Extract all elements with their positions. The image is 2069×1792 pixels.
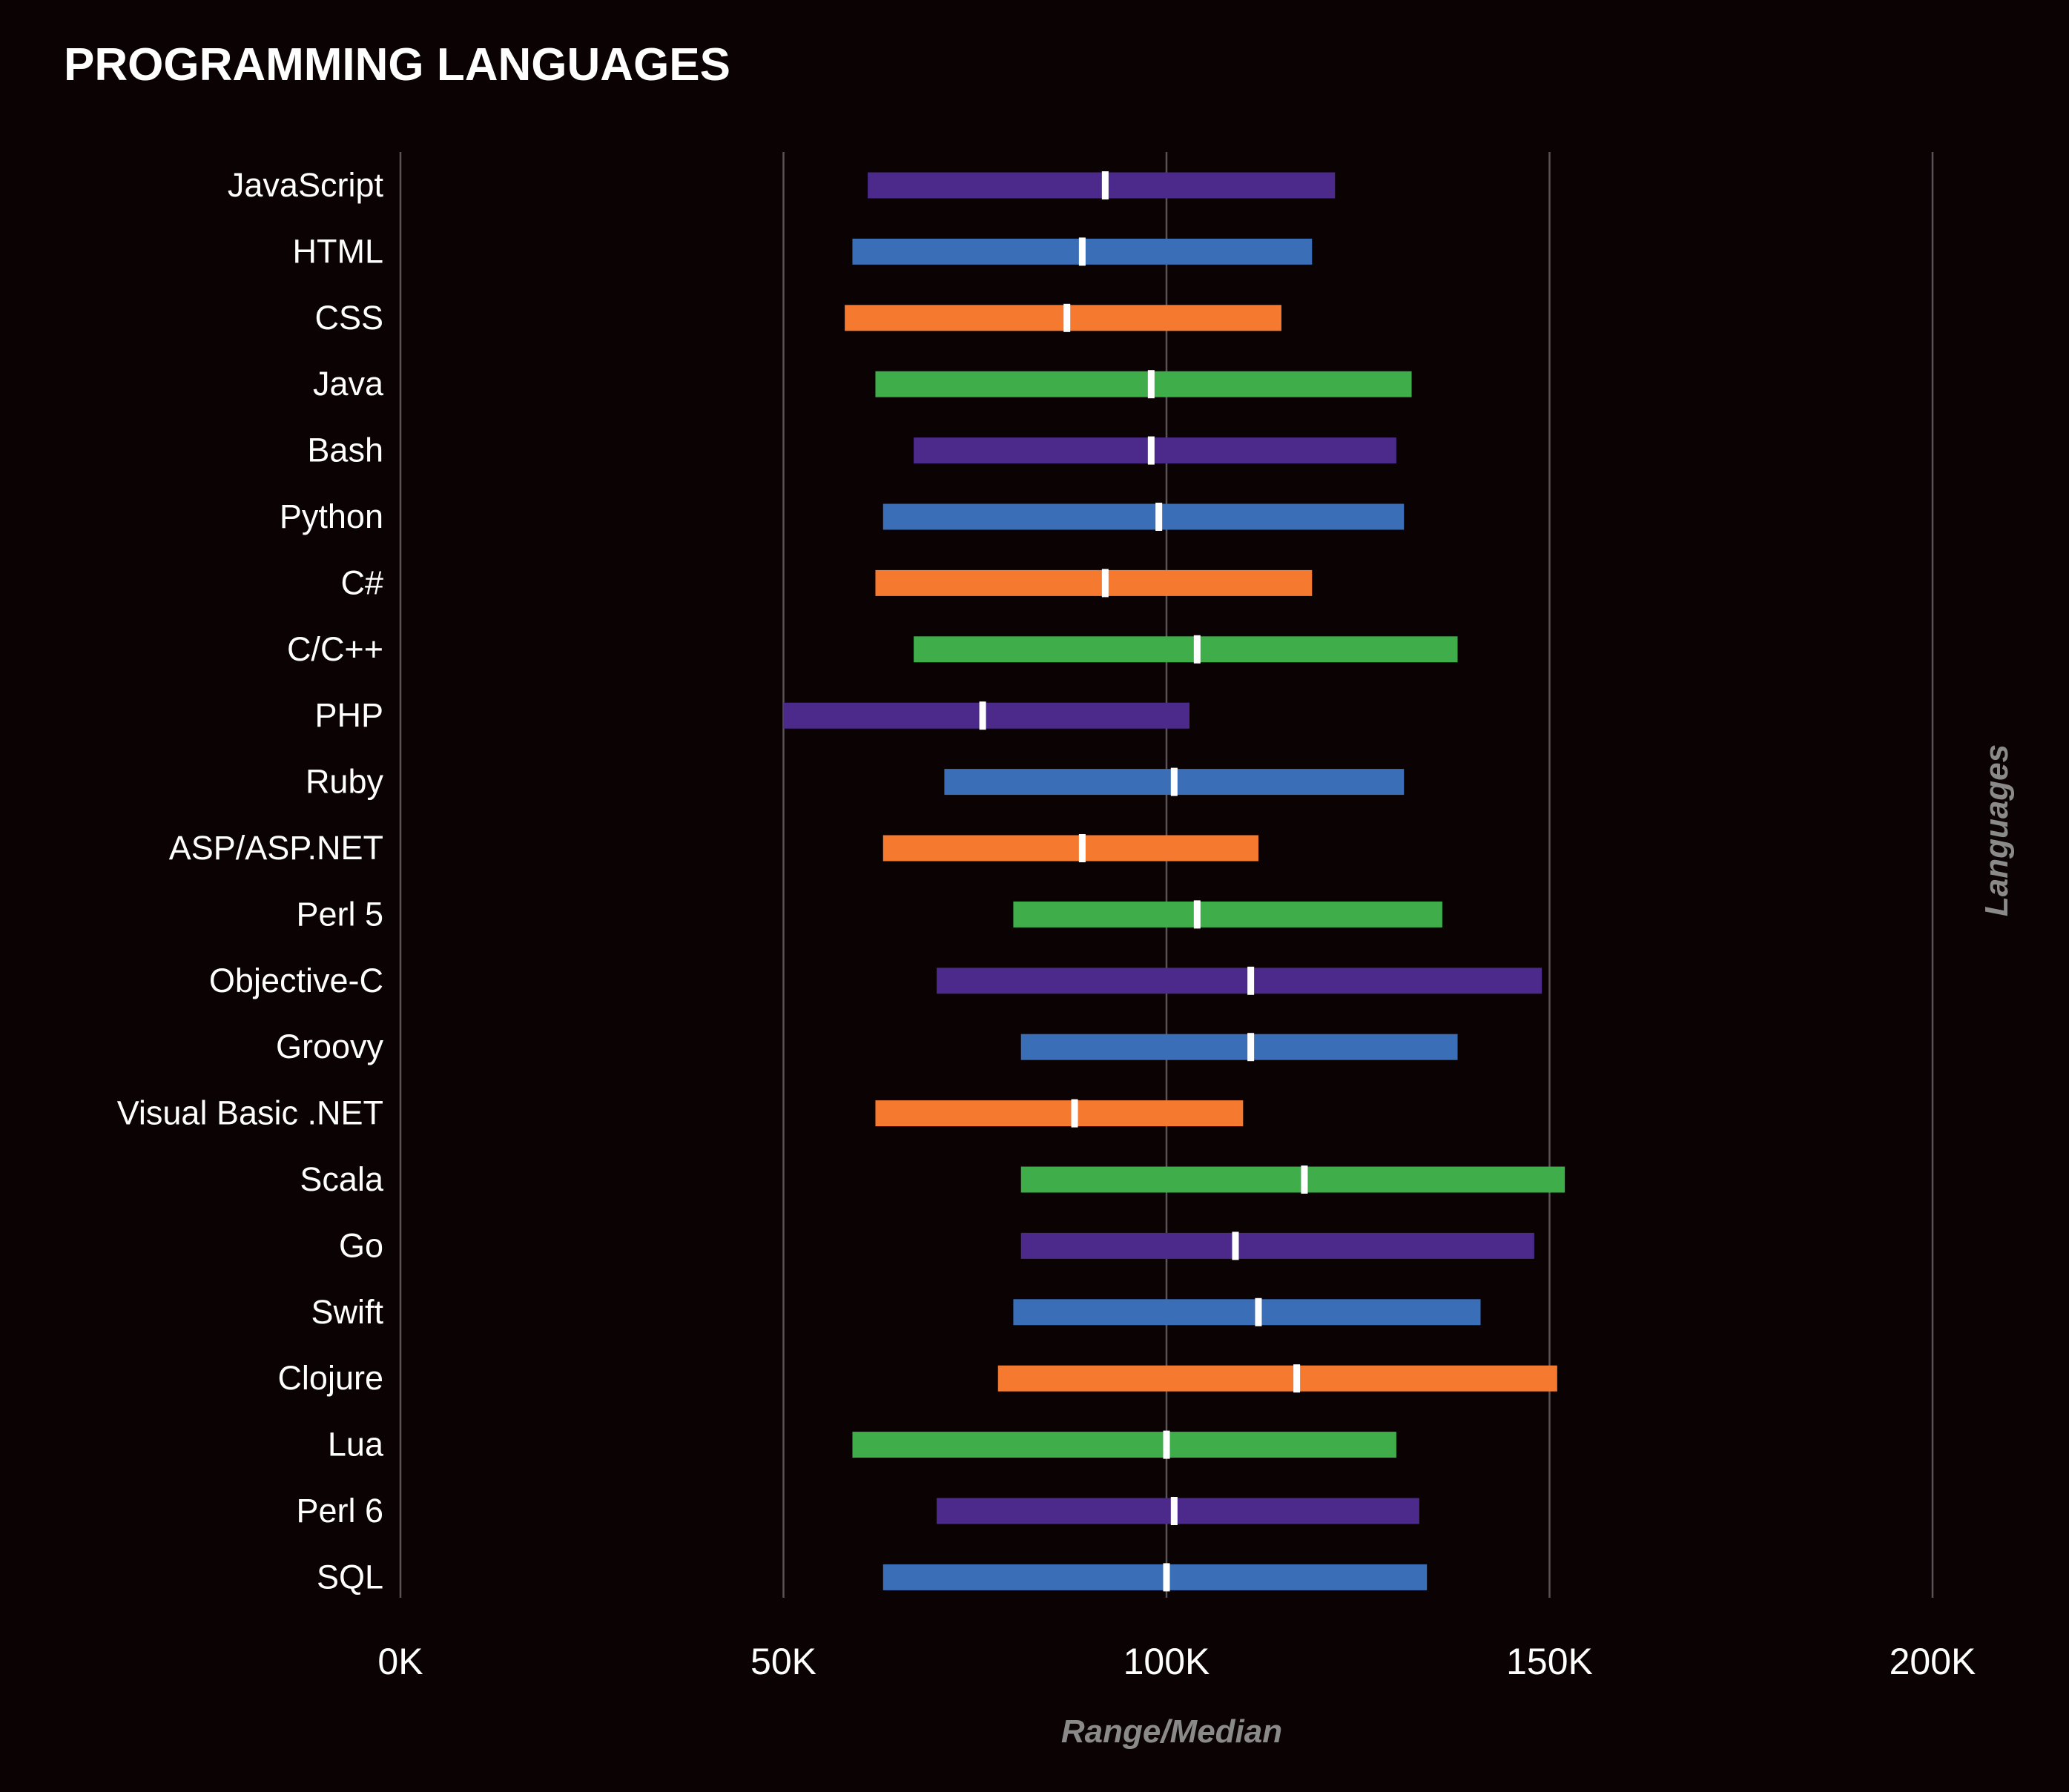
x-tick-label: 200K <box>1890 1641 1976 1682</box>
category-label: CSS <box>314 299 383 337</box>
y-axis-title: Languages <box>1979 744 2015 916</box>
range-bars <box>783 171 1565 1592</box>
category-label: C/C++ <box>287 630 383 668</box>
category-label: Objective-C <box>209 962 383 999</box>
median-marker <box>1170 1497 1178 1525</box>
category-label: SQL <box>317 1558 383 1596</box>
range-bar <box>882 835 1258 862</box>
category-label: ASP/ASP.NET <box>169 829 383 867</box>
median-marker <box>1247 966 1255 995</box>
range-bar <box>783 702 1189 729</box>
range-bar <box>1020 1232 1534 1259</box>
range-bar <box>868 172 1336 199</box>
category-label: Lua <box>328 1426 384 1464</box>
category-label: Perl 6 <box>296 1492 383 1530</box>
category-label: C# <box>340 563 383 601</box>
category-label: Swift <box>311 1293 383 1331</box>
range-bar <box>875 569 1313 596</box>
x-tick-label: 100K <box>1123 1641 1210 1682</box>
range-bar <box>875 1100 1244 1127</box>
median-marker <box>1101 171 1109 199</box>
category-label: Go <box>339 1226 383 1264</box>
category-label: Scala <box>300 1160 384 1198</box>
median-marker <box>1078 237 1086 266</box>
median-marker <box>1155 503 1163 531</box>
x-axis-title: Range/Median <box>1061 1713 1282 1750</box>
range-bar <box>1020 1166 1565 1193</box>
range-bar <box>914 636 1458 663</box>
range-bar <box>1013 1299 1481 1326</box>
x-tick-label: 0K <box>377 1641 423 1682</box>
median-marker <box>1255 1297 1262 1326</box>
category-label: PHP <box>314 696 383 734</box>
range-bar <box>1020 1034 1458 1060</box>
median-marker <box>1147 436 1155 465</box>
median-marker <box>1063 303 1071 332</box>
range-bar <box>997 1365 1557 1392</box>
x-tick-label: 50K <box>750 1641 816 1682</box>
category-label: Visual Basic .NET <box>117 1094 383 1132</box>
category-labels: JavaScript HTML CSS Java Bash Python C# C/C++ PH… <box>117 166 384 1596</box>
range-bar <box>937 968 1542 994</box>
median-marker <box>1170 767 1178 796</box>
median-marker <box>1147 370 1155 399</box>
median-marker <box>979 701 986 730</box>
x-tick-labels: 0K 50K 100K 150K 200K <box>377 1641 1976 1682</box>
median-marker <box>1301 1166 1308 1194</box>
median-marker <box>1193 635 1201 664</box>
median-marker <box>1163 1563 1170 1592</box>
median-marker <box>1071 1099 1078 1128</box>
range-bar <box>852 1432 1396 1458</box>
median-marker <box>1163 1430 1170 1459</box>
category-label: Perl 5 <box>296 895 383 933</box>
category-label: Java <box>313 365 384 403</box>
range-bar <box>875 371 1412 397</box>
median-marker <box>1247 1033 1255 1062</box>
range-bar <box>882 1564 1428 1590</box>
chart-title: PROGRAMMING LANGUAGES <box>64 39 730 90</box>
range-bar <box>937 1498 1419 1524</box>
category-label: HTML <box>293 232 384 270</box>
median-marker <box>1193 900 1201 929</box>
x-tick-label: 150K <box>1506 1641 1593 1682</box>
median-marker <box>1101 569 1109 598</box>
category-label: Python <box>280 497 383 535</box>
median-marker <box>1293 1364 1301 1393</box>
range-bar <box>1013 901 1442 928</box>
category-label: Groovy <box>276 1028 384 1065</box>
median-marker <box>1232 1231 1239 1260</box>
range-bar <box>882 503 1405 530</box>
category-label: Bash <box>307 432 383 469</box>
category-label: Ruby <box>306 763 384 801</box>
range-bar <box>914 437 1396 464</box>
category-label: Clojure <box>277 1359 383 1397</box>
range-bar <box>845 305 1281 331</box>
category-label: JavaScript <box>228 166 384 204</box>
median-marker <box>1078 834 1086 862</box>
